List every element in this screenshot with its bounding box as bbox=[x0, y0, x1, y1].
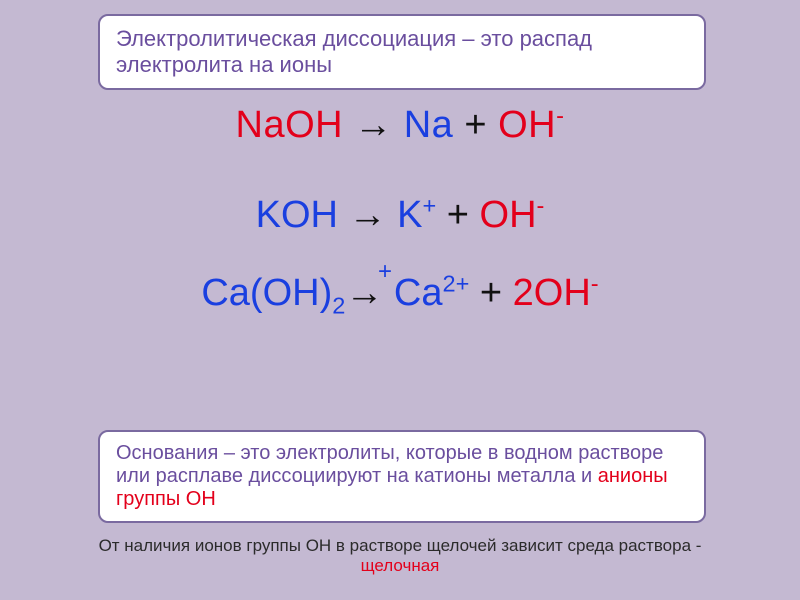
eq3-ca-sup: 2+ bbox=[442, 270, 469, 296]
eq1-na-charge: + bbox=[378, 258, 392, 286]
slide: Электролитическая диссоциация – это расп… bbox=[0, 0, 800, 600]
eq3-lhs-sub: 2 bbox=[332, 293, 345, 319]
eq2-arrow: → bbox=[349, 194, 387, 236]
eq1-arrow: → bbox=[354, 104, 393, 146]
eq2-k: K bbox=[387, 194, 423, 236]
eq3-ca: Ca bbox=[383, 272, 442, 314]
definition-box-top: Электролитическая диссоциация – это расп… bbox=[98, 14, 706, 90]
eq3-lhs: Ca(OH) bbox=[201, 272, 332, 314]
eq3-plus: + bbox=[469, 272, 512, 314]
eq1-na: Na bbox=[404, 104, 454, 146]
eq1-lhs: NaOH bbox=[236, 104, 344, 146]
eq3-oh-sup: - bbox=[591, 270, 599, 296]
eq2-lhs: KOH bbox=[256, 194, 349, 236]
definition-text: Электролитическая диссоциация – это расп… bbox=[116, 26, 592, 77]
equation-naoh: NaOH → Na + OH- bbox=[0, 100, 800, 151]
footnote: От наличия ионов группы ОН в растворе ще… bbox=[70, 536, 730, 576]
footnote-part2: щелочная bbox=[361, 556, 440, 575]
equations-area: NaOH → Na + OH- + KOH → K+ + OH- Ca(OH)2… bbox=[0, 100, 800, 324]
eq1-plus: + bbox=[464, 104, 498, 146]
eq2-oh: OH bbox=[480, 194, 537, 236]
eq2-oh-sup: - bbox=[537, 193, 545, 219]
footnote-part1: От наличия ионов группы ОН в растворе ще… bbox=[99, 536, 702, 555]
equation-koh: KOH → K+ + OH- bbox=[0, 185, 800, 246]
eq2-k-sup: + bbox=[422, 193, 436, 219]
equation-caoh2: Ca(OH)2→ Ca2+ + 2OH- bbox=[0, 264, 800, 324]
eq3-2oh: 2OH bbox=[513, 272, 591, 314]
eq1-oh-sup: - bbox=[556, 102, 564, 128]
eq2-plus: + bbox=[436, 194, 479, 236]
eq1-oh: OH bbox=[498, 104, 556, 146]
definition-box-bottom: Основания – это электролиты, которые в в… bbox=[98, 430, 706, 523]
box2-part1: Основания – это электролиты, которые в в… bbox=[116, 442, 663, 487]
